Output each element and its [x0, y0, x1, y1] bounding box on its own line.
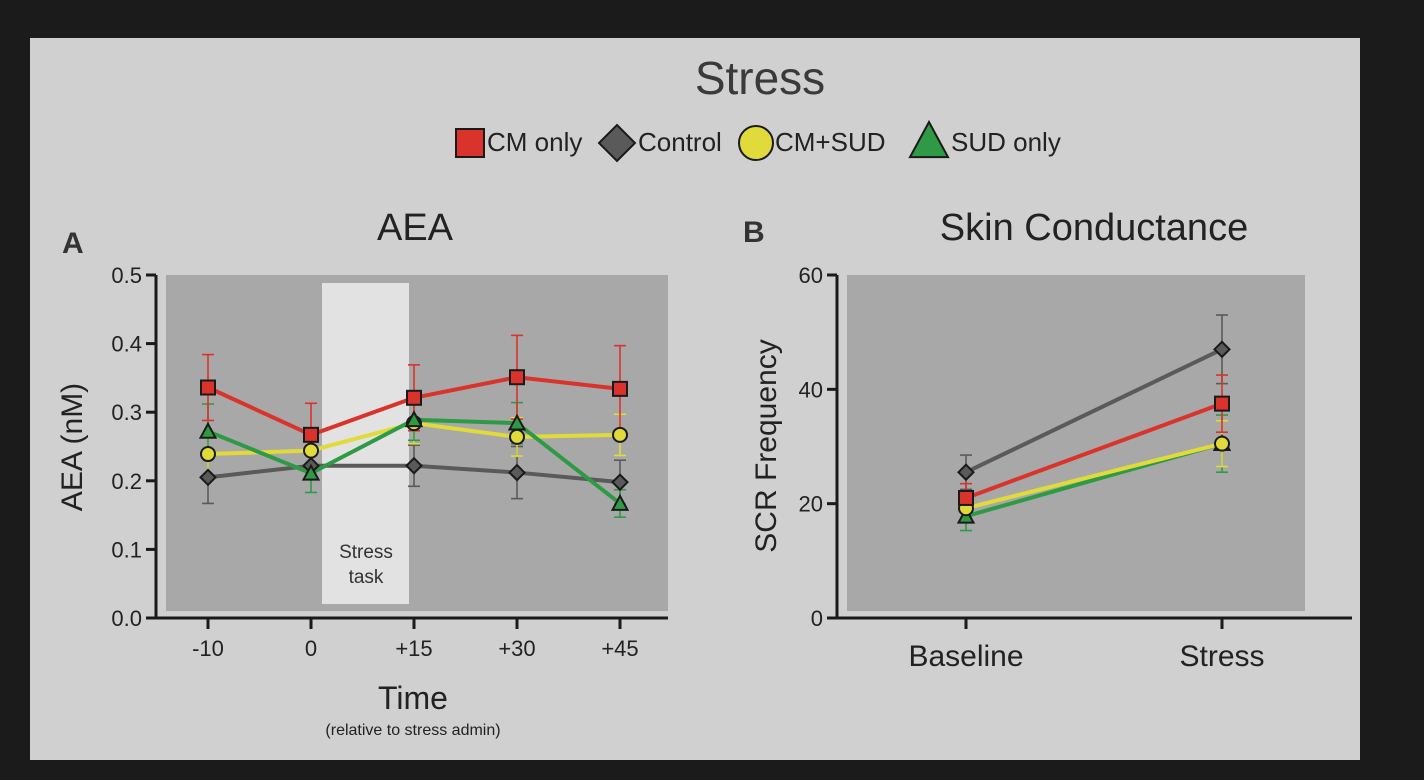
chart-title-skin-conductance: Skin Conductance [940, 207, 1248, 249]
legend-label-cm-sud: CM+SUD [775, 127, 886, 157]
data-point-control-aea [611, 473, 629, 492]
axes-aea: 0.0 0.1 0.2 0.3 0.4 0.5 -10 0 +15 +30 +45 [111, 263, 668, 661]
y-tick-label-aea: 0.1 [111, 537, 142, 562]
data-point-cm-only-aea [200, 379, 216, 396]
figure-title: Stress [695, 52, 825, 104]
chart-skin-conductance: B Skin Conductance 0 20 40 60 Baseline Stress… [743, 207, 1352, 673]
data-point-sud-only-aea [404, 410, 424, 428]
series-aea [198, 334, 630, 518]
y-tick-label-aea: 0.0 [111, 606, 142, 631]
y-axis-label-aea: AEA (nM) [56, 383, 89, 511]
data-point-cm-sud-aea [612, 426, 628, 443]
x-tick-label-aea: +15 [395, 636, 432, 661]
x-tick-label-aea: -10 [192, 636, 224, 661]
x-tick-label-aea: +30 [498, 636, 535, 661]
data-point-sud-only-aea [507, 413, 527, 431]
data-point-cm-only-scr [958, 489, 974, 506]
legend-label-cm-only: CM only [487, 127, 582, 157]
data-point-cm-only-aea [303, 426, 319, 443]
legend-marker-sud-only [908, 119, 950, 159]
data-point-control-aea [508, 463, 526, 482]
y-tick-label-scr: 20 [799, 492, 823, 517]
legend-item-cm-sud: CM+SUD [738, 125, 886, 161]
plot-area-skin-conductance [847, 275, 1305, 611]
data-point-cm-only-aea [612, 380, 628, 397]
data-point-sud-only-aea [301, 463, 321, 481]
series-skin-conductance [956, 314, 1232, 532]
legend-marker-cm-sud [738, 125, 774, 161]
legend-label-sud-only: SUD only [951, 127, 1061, 157]
legend-item-sud-only: SUD only [908, 119, 1061, 159]
chart-title-aea: AEA [377, 207, 454, 249]
data-point-cm-only-aea [406, 389, 422, 406]
data-point-cm-sud-aea [303, 442, 319, 459]
data-point-control-aea [405, 456, 423, 475]
chart-aea: A AEA Stress task 0.00.10.20.30.40.5-10 0… [56, 207, 668, 739]
stress-task-label-line2: task [349, 567, 384, 588]
data-point-cm-sud-scr [1214, 435, 1230, 452]
data-point-cm-only-scr [1214, 395, 1230, 412]
series-line-cm-only-scr [965, 401, 1223, 500]
x-axis-label-aea: Time [378, 680, 448, 716]
legend-marker-control [597, 123, 637, 163]
y-tick-label-aea: 0.5 [111, 263, 142, 288]
legend: CM only Control CM+SUD SUD only [455, 119, 1061, 163]
data-point-sud-only-aea [610, 493, 630, 511]
x-tick-label-scr: Baseline [908, 640, 1023, 673]
axes-skin-conductance: 0 20 40 60 Baseline Stress [799, 263, 1352, 673]
data-point-control-scr [957, 463, 975, 482]
panel-letter-b: B [743, 216, 765, 249]
data-point-cm-sud-aea [509, 428, 525, 445]
x-tick-label-aea: +45 [601, 636, 638, 661]
legend-item-control: Control [597, 123, 722, 163]
x-tick-label-aea: 0 [305, 636, 317, 661]
y-tick-label-aea: 0.4 [111, 332, 142, 357]
data-point-cm-sud-aea [200, 446, 216, 463]
y-tick-label-aea: 0.2 [111, 469, 142, 494]
x-axis-sublabel-aea: (relative to stress admin) [325, 722, 500, 739]
panel-letter-a: A [62, 227, 84, 260]
legend-marker-cm-only [455, 128, 485, 158]
stress-task-label-line1: Stress [339, 542, 393, 563]
x-tick-label-scr: Stress [1179, 640, 1264, 673]
legend-label-control: Control [638, 127, 722, 157]
data-point-cm-only-aea [509, 369, 525, 386]
data-point-control-scr [1213, 340, 1231, 359]
y-tick-label-aea: 0.3 [111, 400, 142, 425]
y-tick-label-scr: 0 [811, 606, 823, 631]
y-tick-label-scr: 40 [799, 377, 823, 402]
y-tick-label-scr: 60 [799, 263, 823, 288]
series-line-control-scr [965, 347, 1223, 475]
series-line-cm-sud-scr [965, 441, 1223, 511]
data-point-sud-only-aea [198, 421, 218, 439]
legend-item-cm-only: CM only [455, 127, 582, 158]
data-point-control-aea [199, 468, 217, 487]
y-axis-label-skin-conductance: SCR Frequency [750, 339, 783, 552]
